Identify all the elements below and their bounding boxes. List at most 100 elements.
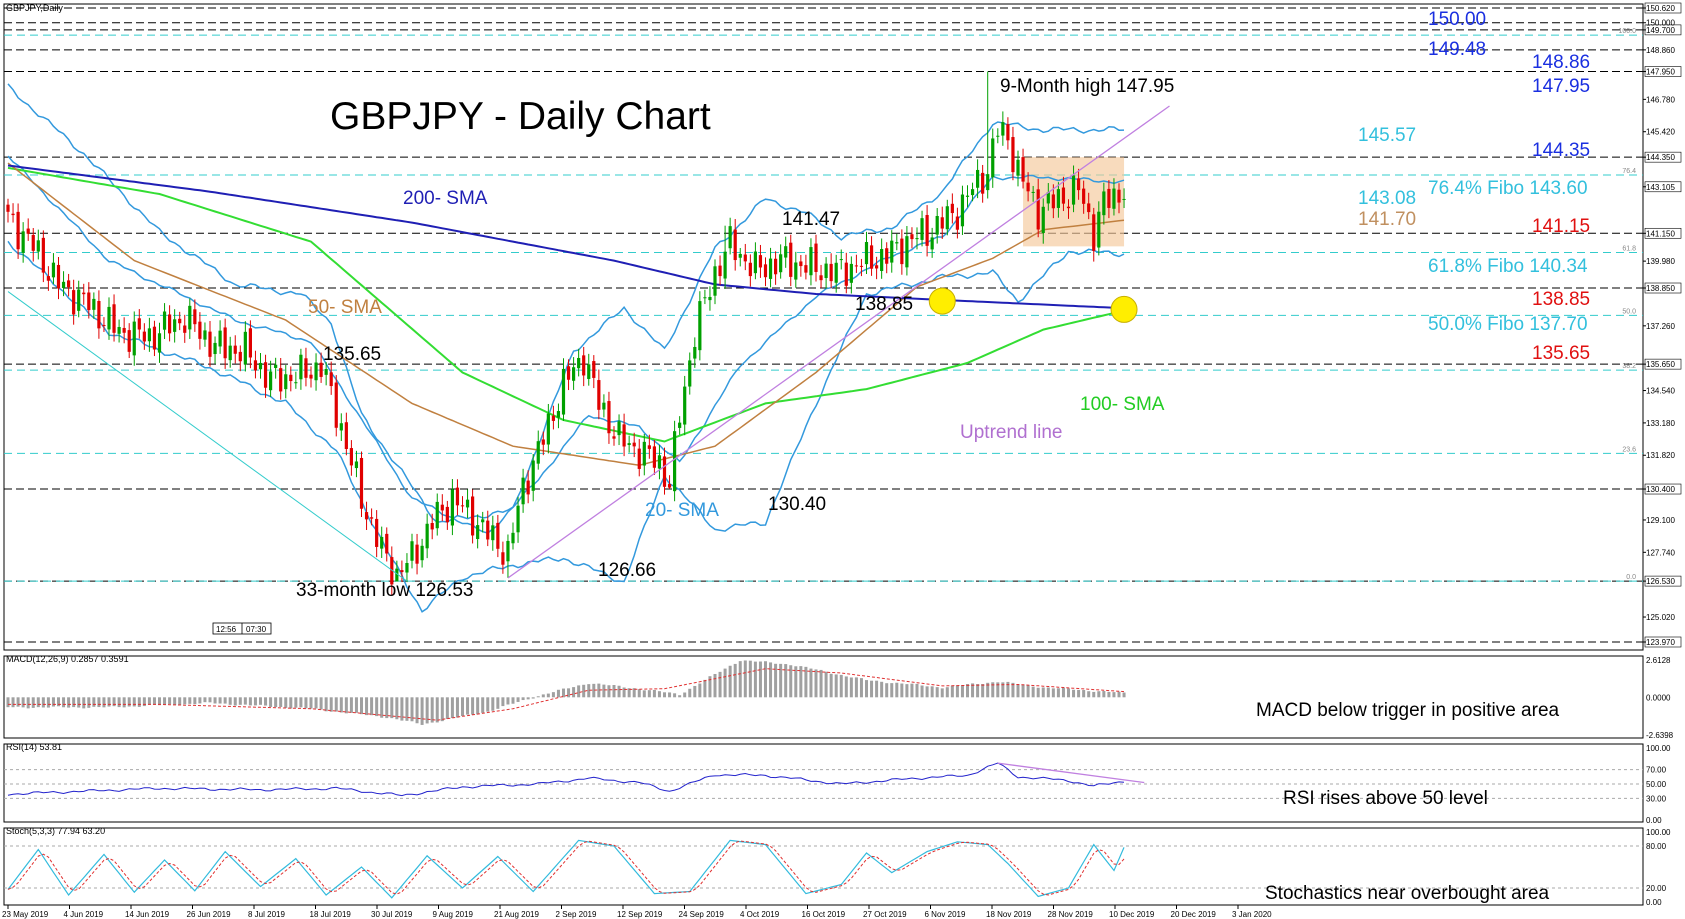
annotation-20-sma: 20- SMA	[645, 500, 719, 521]
date-tick-label: 3 Jan 2020	[1232, 910, 1272, 919]
price-tick-label: 141.150	[1646, 229, 1675, 238]
annotation-130-40: 130.40	[768, 494, 826, 515]
candle-body	[77, 289, 81, 311]
macd-histogram-bar	[420, 697, 424, 725]
candle-body	[334, 382, 338, 428]
macd-histogram-bar	[233, 697, 237, 706]
macd-histogram-bar	[11, 697, 15, 708]
candle-body	[582, 355, 586, 376]
macd-histogram-bar	[334, 697, 338, 712]
macd-pane-frame	[3, 655, 1644, 739]
macd-histogram-bar	[556, 689, 560, 698]
candle-body	[1082, 188, 1086, 204]
candle-body	[890, 240, 894, 263]
date-tick-label: 21 Aug 2019	[494, 910, 539, 919]
macd-histogram-bar	[491, 697, 495, 711]
candle-body	[471, 496, 475, 536]
candle-body	[364, 512, 369, 520]
macd-histogram-bar	[243, 697, 247, 705]
candle-body	[662, 456, 667, 487]
macd-histogram-bar	[440, 697, 444, 722]
date-tick-label: 8 Jul 2019	[248, 910, 285, 919]
indicator-panes	[4, 660, 1643, 899]
candle-body	[36, 240, 40, 252]
candle-body	[304, 358, 308, 378]
macd-histogram-bar	[329, 697, 333, 712]
macd-label: MACD(12,26,9) 0.2857 0.3591	[6, 654, 129, 664]
candle-body	[743, 254, 747, 262]
macd-histogram-bar	[117, 697, 121, 708]
candle-body	[501, 552, 505, 565]
price-level-box	[1644, 358, 1682, 370]
macd-histogram-bar	[910, 683, 914, 698]
macd-histogram-bar	[708, 676, 712, 698]
price-level-box	[1644, 181, 1682, 193]
macd-histogram-bar	[809, 668, 813, 698]
candle-body	[981, 172, 985, 194]
candle-body	[905, 236, 909, 268]
macd-histogram-bar	[213, 697, 217, 704]
date-tick-label: 2 Sep 2019	[556, 910, 597, 919]
candle-body	[587, 364, 591, 379]
candle-body	[1061, 187, 1066, 204]
candle-body	[157, 333, 162, 353]
fibo-pct-0: 100.0	[1618, 28, 1636, 35]
candle-body	[617, 421, 621, 436]
macd-histogram-bar	[344, 697, 348, 714]
candle-body	[526, 480, 530, 495]
macd-histogram-bar	[663, 692, 666, 698]
candle-body	[678, 422, 682, 428]
macd-histogram-bar	[445, 697, 449, 719]
candle-body	[698, 301, 702, 351]
macd-histogram-bar	[208, 697, 212, 703]
macd-histogram-bar	[688, 688, 692, 698]
candle-body	[1041, 206, 1045, 233]
macd-histogram-bar	[72, 697, 76, 708]
horizontal-levels: 100.0 76.4 61.8 50.0 38.2 23.6 0.0	[4, 7, 1643, 643]
macd-histogram-bar	[147, 697, 151, 705]
price-tick-label: 150.000	[1646, 19, 1675, 28]
candle-body	[370, 517, 374, 519]
candle-body	[16, 211, 20, 250]
candle-body	[753, 251, 757, 274]
macd-histogram-bar	[289, 697, 293, 709]
candle-body	[132, 321, 136, 356]
candle-body	[930, 237, 934, 250]
candle-body	[516, 505, 520, 533]
macd-histogram-bar	[562, 688, 565, 698]
macd-histogram-bar	[531, 697, 535, 699]
annotation-126-66: 126.66	[598, 560, 656, 581]
macd-tick-label: 2.6128	[1646, 656, 1671, 665]
label-135-65: 135.65	[1532, 343, 1590, 364]
candle-body	[496, 522, 500, 549]
macd-histogram-bar	[430, 697, 434, 723]
macd-histogram-bar	[859, 678, 863, 698]
candle-body	[1011, 137, 1015, 173]
candle-body	[213, 342, 217, 355]
candle-body	[87, 292, 91, 311]
price-tick-label: 131.820	[1646, 451, 1675, 460]
macd-histogram-bar	[698, 683, 702, 698]
candle-body	[1056, 189, 1060, 208]
macd-histogram-bar	[723, 668, 727, 698]
candle-body	[61, 281, 66, 288]
macd-histogram-bar	[920, 685, 924, 698]
stoch-tick-label: 100.00	[1646, 828, 1671, 837]
candle-body	[1031, 191, 1035, 193]
moving-averages	[7, 83, 1125, 613]
macd-histogram-bar	[203, 697, 207, 703]
macd-histogram-bar	[794, 666, 798, 698]
macd-histogram-bar	[764, 661, 767, 698]
date-tick-label: 18 Nov 2019	[986, 910, 1032, 919]
macd-histogram-bar	[496, 697, 500, 709]
macd-histogram-bar	[647, 690, 651, 698]
candle-body	[380, 536, 384, 549]
price-tick-label: 133.180	[1646, 419, 1675, 428]
rsi-tick-label: 30.00	[1646, 794, 1667, 803]
candle-body	[1087, 203, 1091, 213]
macd-histogram-bar	[152, 697, 156, 705]
candle-body	[991, 138, 995, 178]
price-tick-label: 125.020	[1646, 613, 1675, 622]
rsi-tick-label: 70.00	[1646, 766, 1667, 775]
macd-histogram-bar	[1026, 684, 1030, 698]
